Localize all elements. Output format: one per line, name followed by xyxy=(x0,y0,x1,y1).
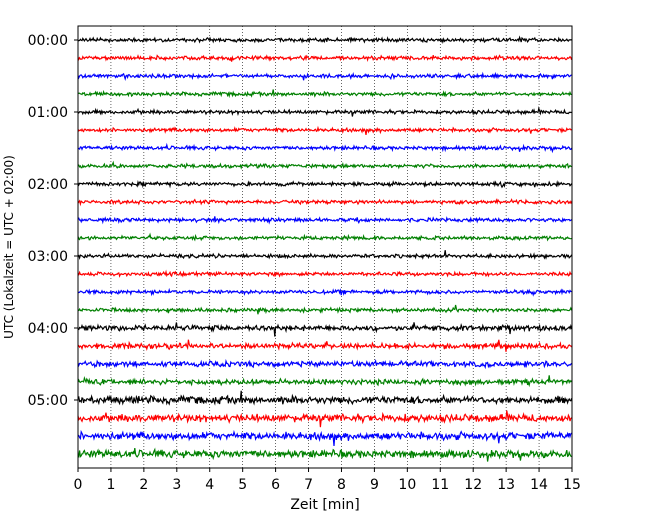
x-tick-label: 1 xyxy=(106,477,115,493)
trace-line xyxy=(77,375,573,388)
trace-line xyxy=(77,142,573,154)
x-tick-label: 7 xyxy=(304,477,313,493)
trace-line xyxy=(77,339,573,352)
x-tick-label: 3 xyxy=(172,477,181,493)
x-tick-label: 11 xyxy=(431,477,449,493)
y-tick-label: 05:00 xyxy=(28,393,68,409)
x-tick-label: 5 xyxy=(238,477,247,493)
x-axis-ticks: 0 1 2 3 4 5 6 7 8 9 10 11 12 13 14 15 xyxy=(74,468,581,493)
x-tick-label: 10 xyxy=(398,477,416,493)
trace-line xyxy=(77,304,573,315)
x-tick-label: 9 xyxy=(370,477,379,493)
trace-line xyxy=(77,358,573,370)
trace-line xyxy=(77,250,573,261)
x-tick-label: 14 xyxy=(530,477,548,493)
trace-line xyxy=(77,232,572,242)
y-tick-label: 00:00 xyxy=(28,33,68,49)
x-tick-label: 0 xyxy=(74,477,83,493)
trace-line xyxy=(77,54,573,62)
trace-line xyxy=(77,35,572,44)
plot-frame xyxy=(77,25,573,469)
trace-line xyxy=(77,160,572,170)
y-axis-ticks: 00:00 01:00 02:00 03:00 04:00 05:00 xyxy=(28,33,78,409)
trace-line xyxy=(77,390,573,406)
x-tick-label: 6 xyxy=(271,477,280,493)
y-tick-label: 02:00 xyxy=(28,177,68,193)
x-axis-label: Zeit [min] xyxy=(290,497,359,513)
trace-line xyxy=(77,179,573,189)
trace-line xyxy=(77,125,572,135)
trace-line xyxy=(77,322,573,337)
x-tick-label: 2 xyxy=(139,477,148,493)
seismic-traces xyxy=(77,35,573,462)
trace-line xyxy=(77,447,572,462)
trace-line xyxy=(77,269,572,278)
trace-line xyxy=(77,410,573,428)
trace-line xyxy=(77,89,572,99)
y-tick-label: 04:00 xyxy=(28,321,68,337)
x-tick-label: 13 xyxy=(497,477,515,493)
trace-line xyxy=(77,216,572,225)
trace-line xyxy=(77,71,572,81)
x-tick-label: 12 xyxy=(464,477,482,493)
x-tick-label: 15 xyxy=(563,477,581,493)
y-axis-label: UTC (Lokalzeit = UTC + 02:00) xyxy=(2,155,16,339)
trace-line xyxy=(77,287,572,297)
x-tick-label: 8 xyxy=(337,477,346,493)
y-tick-label: 01:00 xyxy=(28,105,68,121)
y-tick-label: 03:00 xyxy=(28,249,68,265)
trace-line xyxy=(77,105,572,117)
trace-line xyxy=(77,429,573,447)
x-tick-label: 4 xyxy=(205,477,214,493)
trace-line xyxy=(77,198,573,207)
